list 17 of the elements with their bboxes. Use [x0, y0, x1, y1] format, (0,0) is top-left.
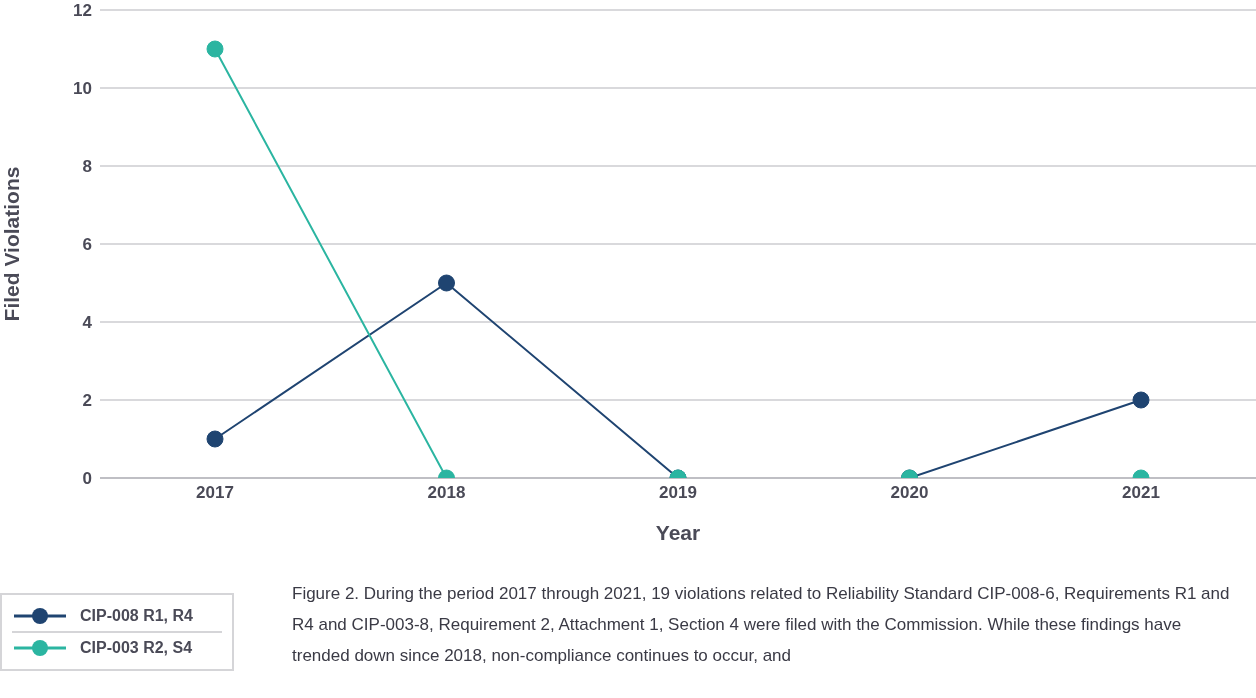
x-tick-label: 2018	[427, 483, 466, 503]
x-axis-title: Year	[655, 521, 701, 544]
caption: Figure 2. During the period 2017 through 2021, 19 violations related to Reliability Standard CIP-008-6, Requirements R1 and R4 and CIP-003-8, Requirement 2, Attachment 1, Section 4 were filed with the Commission. While these findings have trended down since 2018, non-compliance continues to occur, and	[292, 583, 1231, 667]
y-tick-label: 4	[82, 313, 93, 333]
legend-label: CIP-008 R1, R4	[80, 607, 193, 625]
y-tick-label: 8	[82, 157, 92, 177]
x-tick-label: 2020	[890, 483, 929, 503]
y-tick-label: 12	[73, 1, 92, 21]
legend-label: CIP-003 R2, S4	[80, 639, 193, 657]
y-tick-label: 10	[73, 79, 92, 99]
y-tick-label: 0	[82, 469, 92, 489]
y-tick-label: 6	[82, 235, 92, 255]
x-tick-label: 2021	[1122, 483, 1160, 503]
x-tick-label: 2019	[659, 483, 697, 503]
y-tick-label: 2	[82, 391, 92, 411]
y-axis-title: Filed Violations	[0, 166, 24, 322]
x-tick-label: 2017	[196, 483, 234, 503]
